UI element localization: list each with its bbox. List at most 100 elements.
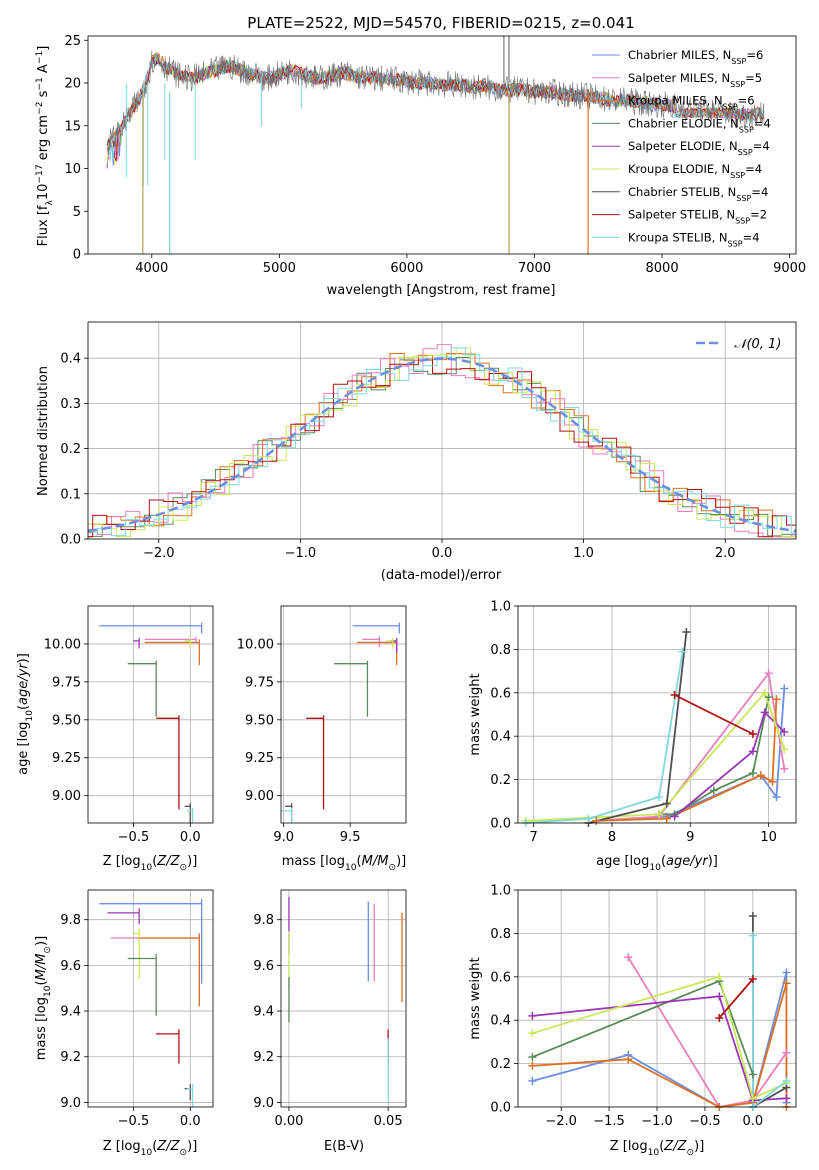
y-tick-label: 0.2: [490, 773, 511, 788]
label-part: SSP: [735, 216, 750, 225]
series-marker: [756, 771, 765, 780]
x-tick-label: 2.0: [715, 546, 736, 561]
series-line: [674, 710, 785, 818]
label-part: Kroupa STELIB, N: [628, 230, 728, 244]
series-marker: [764, 693, 773, 702]
label-part: ⊙: [43, 946, 53, 954]
y-axis-label: Normed distribution: [36, 366, 51, 496]
y-axis-label: mass [log10(M/M⊙)]: [34, 936, 53, 1060]
series-marker: [760, 708, 769, 717]
y-axis-label: Flux [fλ10−17 erg cm−2 s−1 A−1]: [35, 46, 55, 247]
y-tick-label: 1.0: [490, 884, 511, 899]
legend-label: Chabrier MILES, NSSP=6: [628, 48, 763, 66]
label-part: (: [16, 705, 31, 710]
series-marker: [670, 690, 679, 699]
x-tick-label: 0.0: [432, 546, 453, 561]
label-part: (: [357, 854, 362, 869]
label-part: )]: [187, 854, 197, 869]
label-part: 10: [345, 863, 357, 873]
chart-title: PLATE=2522, MJD=54570, FIBERID=0215, z=0…: [247, 14, 634, 32]
label-part: SSP: [736, 193, 751, 202]
x-axis-label: E(B-V): [324, 1139, 364, 1154]
label-part: )]: [708, 854, 718, 869]
x-tick-label: 7000: [518, 261, 551, 276]
y-tick-label: 9.6: [60, 959, 81, 974]
label-part: =5: [745, 71, 762, 85]
label-part: −1: [35, 77, 45, 90]
series-marker: [782, 1094, 791, 1103]
series-marker: [670, 812, 679, 821]
y-tick-label: 25: [64, 34, 81, 49]
label-part: 10: [648, 1148, 660, 1158]
plot-area: [88, 606, 213, 823]
series-marker: [760, 688, 769, 697]
series-line: [525, 651, 684, 823]
legend-label: Salpeter STELIB, NSSP=2: [628, 208, 767, 226]
x-tick-label: 9: [686, 830, 694, 845]
series-line: [718, 978, 754, 1019]
chart-mass_weight_vs_age: 7 8 9 10 0.0 0.2 0.4 0.6 0.8 1.0 mass weight age [l…: [468, 600, 797, 873]
plot-area: [281, 890, 406, 1107]
x-tick-label: −0.5: [118, 830, 150, 845]
label-part: M/M: [34, 954, 49, 981]
label-part: A: [36, 64, 51, 77]
x-tick-label: −1.0: [641, 1114, 673, 1129]
axes-frame: [280, 605, 407, 824]
legend-label: Salpeter MILES, NSSP=5: [628, 71, 762, 89]
label-part: −17: [35, 164, 45, 183]
label-part: =4: [754, 116, 771, 130]
label-part: Kroupa ELODIE, N: [628, 162, 730, 176]
label-part: Salpeter MILES, N: [628, 71, 730, 85]
y-tick-label: 9.50: [52, 713, 81, 728]
y-tick-label: 0.4: [490, 730, 511, 745]
label-part: 10: [36, 184, 51, 201]
axes-frame: [87, 35, 797, 255]
y-tick-label: 0: [73, 248, 81, 263]
series-marker: [772, 792, 781, 801]
label-part: =6: [746, 48, 763, 62]
histogram-step: [88, 353, 796, 538]
series-line: [532, 975, 787, 1100]
series-marker: [772, 695, 781, 704]
y-tick-label: 9.00: [245, 789, 274, 804]
y-tick-label: 0.4: [60, 352, 81, 367]
label-part: Chabrier STELIB, N: [628, 185, 736, 199]
y-tick-label: 0.1: [60, 487, 81, 502]
x-tick-label: 0.0: [180, 1114, 201, 1129]
label-part: age [log: [16, 722, 31, 775]
series-marker: [782, 1048, 791, 1057]
series-marker: [748, 974, 757, 983]
label-part: Z [log: [610, 1139, 648, 1154]
series-marker: [748, 931, 757, 940]
label-part: =4: [745, 162, 762, 176]
label-part: )]: [16, 653, 31, 663]
label-part: 10: [141, 863, 153, 873]
series-line: [596, 699, 778, 822]
axes-frame: [87, 605, 214, 824]
x-tick-label: 6000: [390, 261, 423, 276]
legend-label: Kroupa ELODIE, NSSP=4: [628, 162, 762, 180]
y-tick-label: 9.00: [52, 789, 81, 804]
label-part: (: [661, 854, 666, 869]
label-part: )]: [34, 936, 49, 946]
plot-area: [518, 606, 796, 823]
x-tick-label: 0.05: [374, 1114, 403, 1129]
legend-label: 𝒩(0, 1): [734, 337, 781, 352]
y-tick-label: 15: [64, 119, 81, 134]
x-tick-label: 7: [530, 830, 538, 845]
plot-area: [518, 890, 796, 1107]
label-part: λ: [45, 200, 55, 206]
label-part: SSP: [730, 171, 745, 180]
x-tick-label: −2.0: [143, 546, 175, 561]
y-tick-label: 20: [64, 77, 81, 92]
x-tick-label: 9.0: [273, 830, 294, 845]
legend-label: Kroupa MILES, NSSP=6: [628, 94, 755, 112]
y-tick-label: 9.2: [253, 1050, 274, 1065]
label-part: )]: [694, 1139, 704, 1154]
series-marker: [715, 992, 724, 1001]
series-marker: [780, 764, 789, 773]
label-part: s: [36, 90, 51, 101]
label-part: =4: [751, 185, 768, 199]
